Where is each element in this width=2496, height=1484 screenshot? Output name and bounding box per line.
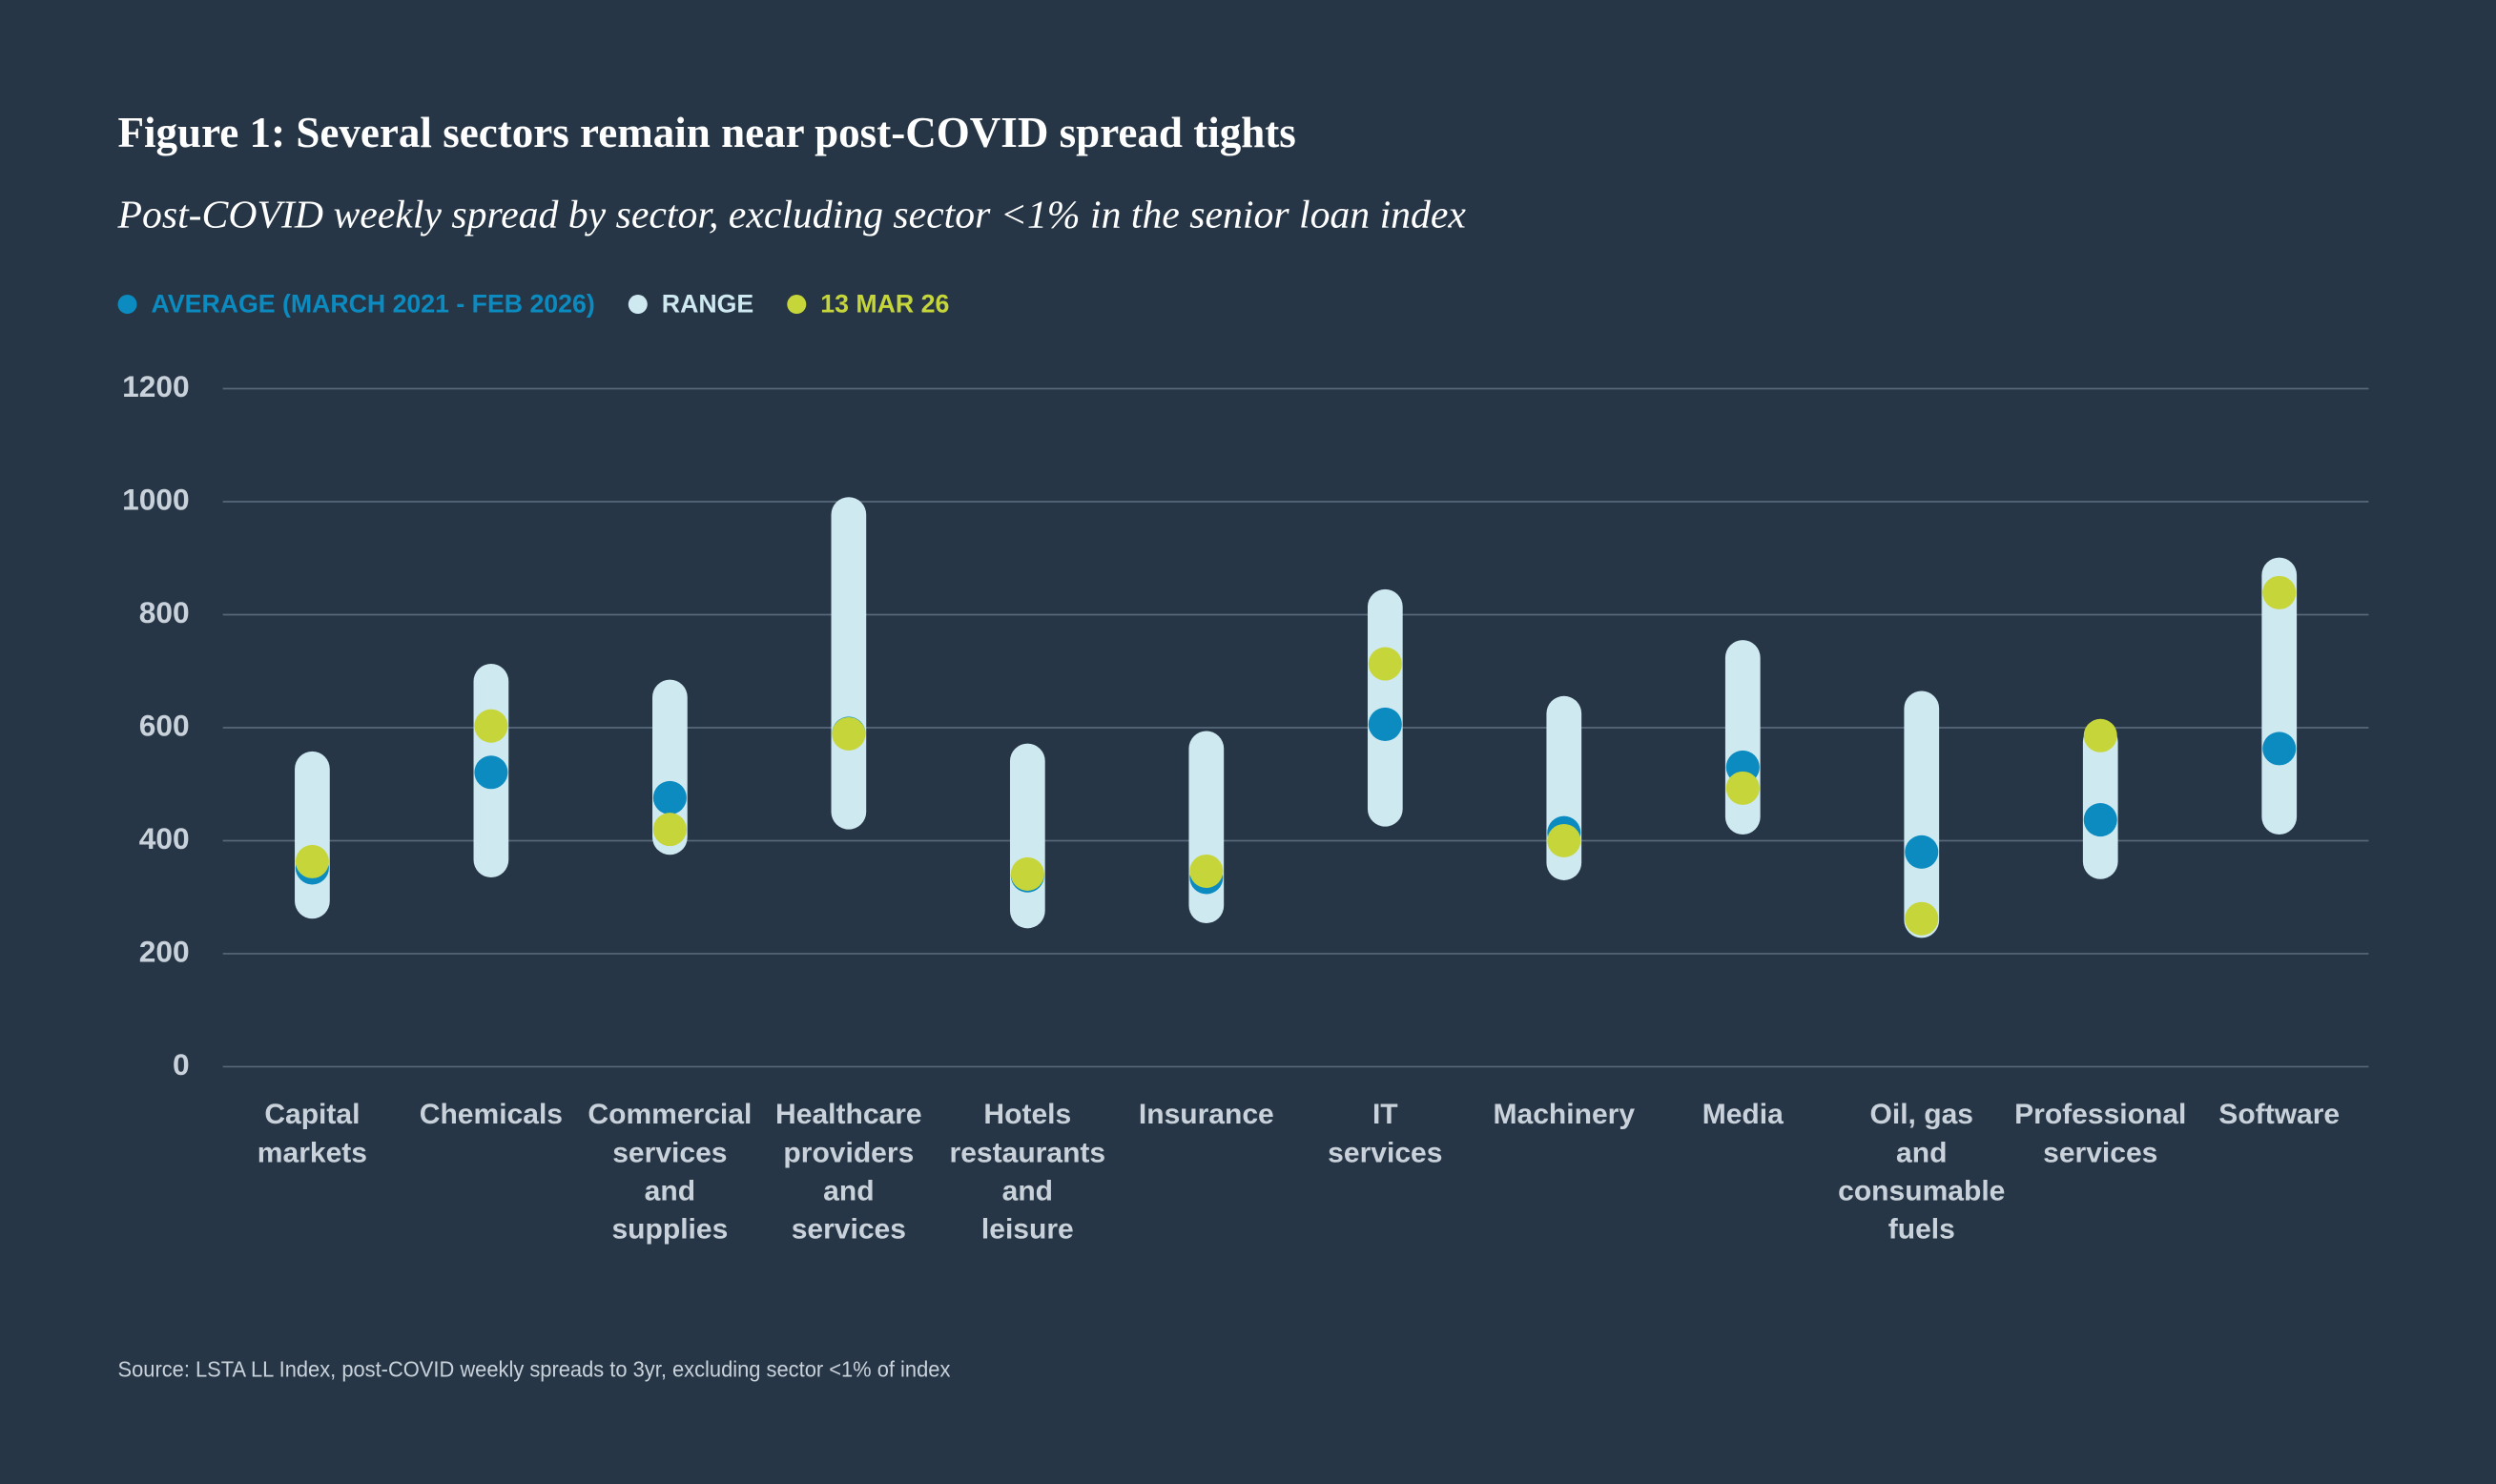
dot xyxy=(1725,771,1760,805)
y-tick-label: 1200 xyxy=(122,369,190,403)
range-bar xyxy=(1724,640,1761,835)
dot xyxy=(1368,707,1402,741)
y-tick-label: 1000 xyxy=(122,482,190,516)
dot xyxy=(652,780,687,814)
dot xyxy=(832,716,866,752)
chart-subtitle: Post-COVID weekly spread by sector, excl… xyxy=(117,193,1467,237)
x-tick-label: Professional services xyxy=(2014,1099,2186,1168)
chart-title: Figure 1: Several sectors remain near po… xyxy=(118,109,1296,156)
range-bar xyxy=(295,751,330,919)
range-bar xyxy=(2082,724,2118,879)
dot xyxy=(1905,901,1939,936)
range-bar xyxy=(831,497,867,830)
legend-label: AVERAGE (MARCH 2021 - FEB 2026) xyxy=(152,290,595,319)
x-tick-label: IT services xyxy=(1328,1099,1442,1168)
dot xyxy=(2083,718,2117,752)
dot xyxy=(2262,732,2297,766)
dot xyxy=(295,844,329,878)
dot xyxy=(1368,647,1402,681)
legend-marker xyxy=(117,295,137,315)
legend-label: RANGE xyxy=(662,290,753,319)
legend-marker xyxy=(787,295,807,315)
x-tick-label: Media xyxy=(1702,1099,1784,1130)
y-tick-label: 200 xyxy=(139,934,190,968)
legend-marker xyxy=(628,295,648,315)
x-tick-label: Healthcare providers and services xyxy=(775,1099,922,1245)
x-tick-label: Capital markets xyxy=(258,1099,367,1168)
x-tick-label: Insurance xyxy=(1139,1099,1274,1130)
dot xyxy=(2262,575,2297,609)
dot xyxy=(474,709,508,743)
range-bar xyxy=(1188,731,1225,923)
x-tick-label: Chemicals xyxy=(420,1099,563,1130)
y-tick-label: 400 xyxy=(139,821,190,855)
source-note: Source: LSTA LL Index, post-COVID weekly… xyxy=(118,1356,951,1381)
dot xyxy=(652,813,687,847)
dot xyxy=(1905,835,1939,869)
dot xyxy=(1189,854,1224,888)
range-bar xyxy=(1009,743,1045,929)
x-tick-label: Machinery xyxy=(1494,1099,1636,1130)
x-tick-label: Commercial services and supplies xyxy=(588,1099,752,1245)
dot xyxy=(474,755,508,790)
y-tick-label: 0 xyxy=(173,1047,190,1082)
x-tick-label: Hotels restaurants and leisure xyxy=(950,1099,1106,1245)
y-tick-label: 800 xyxy=(139,595,190,629)
y-tick-label: 600 xyxy=(139,708,190,742)
x-tick-label: Oil, gas and consumable fuels xyxy=(1838,1099,2005,1245)
range-bar xyxy=(2261,557,2298,835)
dot xyxy=(1547,823,1581,858)
dot xyxy=(2083,803,2117,837)
legend-label: 13 MAR 26 xyxy=(820,290,949,319)
dot xyxy=(1010,856,1044,891)
range-bar xyxy=(1904,690,1940,938)
x-tick-label: Software xyxy=(2218,1099,2340,1130)
